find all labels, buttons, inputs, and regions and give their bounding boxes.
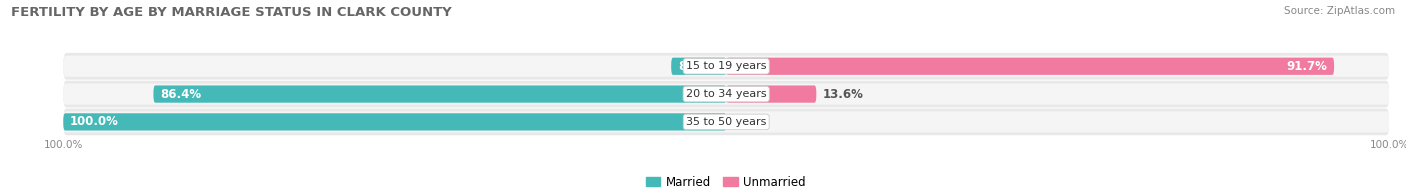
FancyBboxPatch shape — [725, 85, 817, 103]
Text: Source: ZipAtlas.com: Source: ZipAtlas.com — [1284, 6, 1395, 16]
FancyBboxPatch shape — [63, 53, 1389, 80]
FancyBboxPatch shape — [63, 111, 1389, 132]
Text: 91.7%: 91.7% — [1286, 60, 1327, 73]
FancyBboxPatch shape — [63, 56, 1389, 77]
Text: 100.0%: 100.0% — [70, 115, 118, 128]
Text: 15 to 19 years: 15 to 19 years — [686, 61, 766, 71]
Text: 35 to 50 years: 35 to 50 years — [686, 117, 766, 127]
FancyBboxPatch shape — [63, 81, 1389, 107]
Text: FERTILITY BY AGE BY MARRIAGE STATUS IN CLARK COUNTY: FERTILITY BY AGE BY MARRIAGE STATUS IN C… — [11, 6, 451, 19]
Text: 13.6%: 13.6% — [823, 88, 863, 101]
FancyBboxPatch shape — [63, 83, 1389, 105]
FancyBboxPatch shape — [725, 58, 1334, 75]
FancyBboxPatch shape — [63, 109, 1389, 135]
Text: 86.4%: 86.4% — [160, 88, 201, 101]
FancyBboxPatch shape — [63, 113, 725, 131]
FancyBboxPatch shape — [153, 85, 725, 103]
Text: 0.0%: 0.0% — [733, 115, 765, 128]
Text: 20 to 34 years: 20 to 34 years — [686, 89, 766, 99]
Text: 8.3%: 8.3% — [678, 60, 710, 73]
Legend: Married, Unmarried: Married, Unmarried — [641, 171, 811, 193]
FancyBboxPatch shape — [671, 58, 725, 75]
